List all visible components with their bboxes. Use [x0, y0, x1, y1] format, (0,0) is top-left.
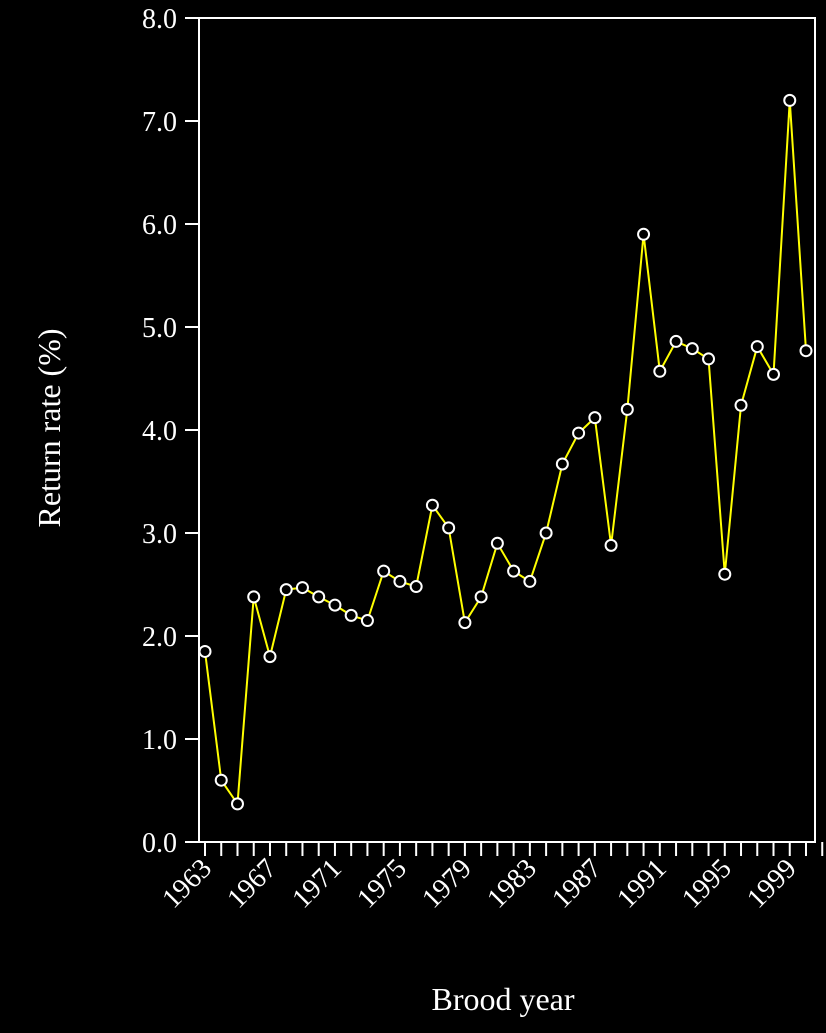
data-point-1966 — [247, 590, 261, 604]
data-point-1965 — [230, 797, 244, 811]
data-point-1984 — [539, 526, 553, 540]
x-tick-label: 1975 — [351, 853, 413, 915]
y-tick-label: 4.0 — [142, 416, 177, 447]
data-point-1978 — [442, 521, 456, 535]
data-point-1992 — [669, 334, 683, 348]
data-point-1998 — [767, 367, 781, 381]
data-point-1967 — [263, 650, 277, 664]
x-tick-label: 1991 — [611, 853, 673, 915]
y-axis: 0.0 1.0 2.0 3.0 4.0 5.0 6.0 7.0 8.0 — [142, 4, 199, 859]
x-tick-label: 1979 — [416, 853, 478, 915]
data-point-1973 — [360, 614, 374, 628]
x-tick-label: 1971 — [286, 853, 348, 915]
x-axis: 1963 1967 1971 1975 1979 1983 1987 1991 1995 1999 — [156, 842, 824, 915]
data-point-1963 — [198, 644, 212, 658]
data-point-1993 — [685, 342, 699, 356]
data-point-1964 — [214, 773, 228, 787]
data-point-1980 — [474, 590, 488, 604]
data-point-1996 — [734, 398, 748, 412]
data-point-1971 — [328, 598, 342, 612]
y-tick-label: 1.0 — [142, 725, 177, 756]
data-point-1981 — [490, 536, 504, 550]
data-point-1983 — [523, 574, 537, 588]
y-tick-label: 5.0 — [142, 313, 177, 344]
plot-frame — [198, 17, 816, 843]
y-tick-label: 8.0 — [142, 4, 177, 35]
data-point-1989 — [620, 402, 634, 416]
data-point-1968 — [279, 583, 293, 597]
data-point-1994 — [702, 352, 716, 366]
data-point-1988 — [604, 538, 618, 552]
data-point-1977 — [425, 498, 439, 512]
x-tick-label: 1999 — [741, 853, 803, 915]
data-point-1979 — [458, 616, 472, 630]
y-tick-label: 3.0 — [142, 519, 177, 550]
y-tick-label: 7.0 — [142, 107, 177, 138]
data-point-1985 — [555, 457, 569, 471]
data-point-1975 — [393, 574, 407, 588]
y-axis-title: Return rate (%) — [31, 328, 67, 527]
series-line-0 — [204, 100, 807, 807]
data-point-1995 — [718, 567, 732, 581]
data-point-1969 — [295, 581, 309, 595]
data-point-1986 — [572, 426, 586, 440]
data-point-1982 — [507, 564, 521, 578]
x-tick-label: 1987 — [546, 853, 608, 915]
y-tick-label: 2.0 — [142, 622, 177, 653]
data-point-1991 — [653, 364, 667, 378]
data-point-1974 — [377, 564, 391, 578]
data-point-1997 — [750, 340, 764, 354]
data-point-1972 — [344, 608, 358, 622]
y-tick-label: 6.0 — [142, 210, 177, 241]
data-point-2000 — [799, 344, 813, 358]
data-point-1999 — [783, 93, 797, 107]
data-point-1970 — [312, 590, 326, 604]
x-tick-label: 1995 — [676, 853, 738, 915]
x-tick-label: 1967 — [221, 853, 283, 915]
series-layer — [198, 93, 813, 811]
data-point-1990 — [637, 227, 651, 241]
x-axis-title: Brood year — [431, 981, 574, 1017]
data-point-1976 — [409, 580, 423, 594]
y-tick-label: 0.0 — [142, 828, 177, 859]
x-tick-label: 1983 — [481, 853, 543, 915]
data-point-1987 — [588, 411, 602, 425]
x-tick-label: 1963 — [156, 853, 218, 915]
